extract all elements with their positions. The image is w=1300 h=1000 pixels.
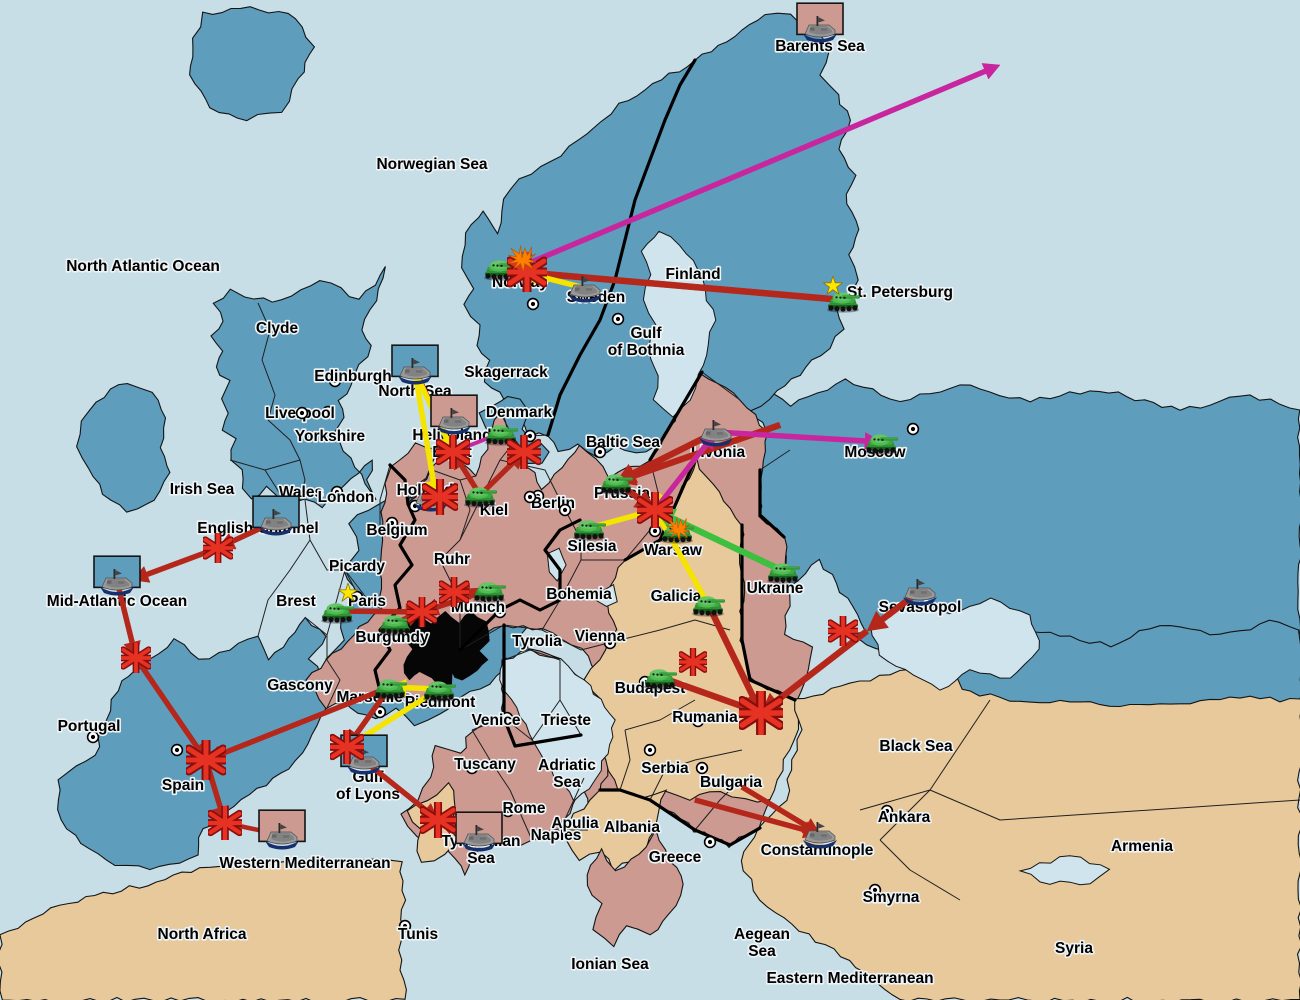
svg-text:Smyrna: Smyrna xyxy=(863,889,920,906)
svg-text:Portugal: Portugal xyxy=(58,718,121,735)
svg-text:Sea: Sea xyxy=(553,774,581,791)
svg-text:Armenia: Armenia xyxy=(1111,838,1173,855)
svg-text:Gascony: Gascony xyxy=(267,677,333,694)
svg-text:North Atlantic Ocean: North Atlantic Ocean xyxy=(66,258,220,275)
svg-text:London: London xyxy=(318,489,375,506)
svg-text:Serbia: Serbia xyxy=(641,760,689,777)
svg-text:Syria: Syria xyxy=(1055,940,1093,957)
svg-text:Apulia: Apulia xyxy=(551,815,599,832)
svg-text:St. Petersburg: St. Petersburg xyxy=(847,284,953,301)
svg-text:Galicia: Galicia xyxy=(651,588,702,605)
svg-text:of Lyons: of Lyons xyxy=(336,786,400,803)
svg-text:Brest: Brest xyxy=(276,593,316,610)
svg-text:Sea: Sea xyxy=(748,943,776,960)
svg-text:Norwegian Sea: Norwegian Sea xyxy=(376,156,487,173)
svg-text:Western Mediterranean: Western Mediterranean xyxy=(219,855,390,872)
svg-text:Tunis: Tunis xyxy=(398,926,438,943)
svg-text:Picardy: Picardy xyxy=(329,558,385,575)
svg-text:Silesia: Silesia xyxy=(567,538,616,555)
svg-text:Greece: Greece xyxy=(649,849,702,866)
svg-text:Trieste: Trieste xyxy=(541,712,591,729)
svg-text:Ionian Sea: Ionian Sea xyxy=(571,956,649,973)
svg-text:Bohemia: Bohemia xyxy=(546,586,612,603)
svg-text:Constantinople: Constantinople xyxy=(761,842,874,859)
svg-text:Adriatic: Adriatic xyxy=(538,757,596,774)
svg-text:Eastern Mediterranean: Eastern Mediterranean xyxy=(766,970,933,987)
svg-text:of Bothnia: of Bothnia xyxy=(608,342,685,359)
svg-text:Gulf: Gulf xyxy=(631,325,663,342)
svg-text:Finland: Finland xyxy=(665,266,720,283)
svg-text:Yorkshire: Yorkshire xyxy=(295,428,366,445)
svg-text:Albania: Albania xyxy=(604,819,660,836)
svg-text:Ruhr: Ruhr xyxy=(434,551,470,568)
svg-text:North Africa: North Africa xyxy=(158,926,247,943)
svg-text:Aegean: Aegean xyxy=(734,926,790,943)
svg-text:Spain: Spain xyxy=(162,777,204,794)
svg-text:Vienna: Vienna xyxy=(575,628,626,645)
svg-text:Sea: Sea xyxy=(467,850,495,867)
svg-text:Rumania: Rumania xyxy=(672,709,738,726)
svg-text:Mid-Atlantic Ocean: Mid-Atlantic Ocean xyxy=(47,593,187,610)
svg-text:Skagerrack: Skagerrack xyxy=(464,364,548,381)
svg-text:Bulgaria: Bulgaria xyxy=(700,774,762,791)
svg-text:Rome: Rome xyxy=(502,800,545,817)
svg-text:Belgium: Belgium xyxy=(366,522,427,539)
svg-text:Clyde: Clyde xyxy=(256,320,299,337)
svg-text:Venice: Venice xyxy=(471,712,520,729)
svg-text:Black Sea: Black Sea xyxy=(879,738,953,755)
svg-text:Denmark: Denmark xyxy=(486,404,553,421)
svg-text:Tyrolia: Tyrolia xyxy=(512,633,562,650)
svg-text:Ankara: Ankara xyxy=(878,809,931,826)
svg-text:Tuscany: Tuscany xyxy=(454,756,516,773)
svg-text:Irish Sea: Irish Sea xyxy=(170,481,235,498)
